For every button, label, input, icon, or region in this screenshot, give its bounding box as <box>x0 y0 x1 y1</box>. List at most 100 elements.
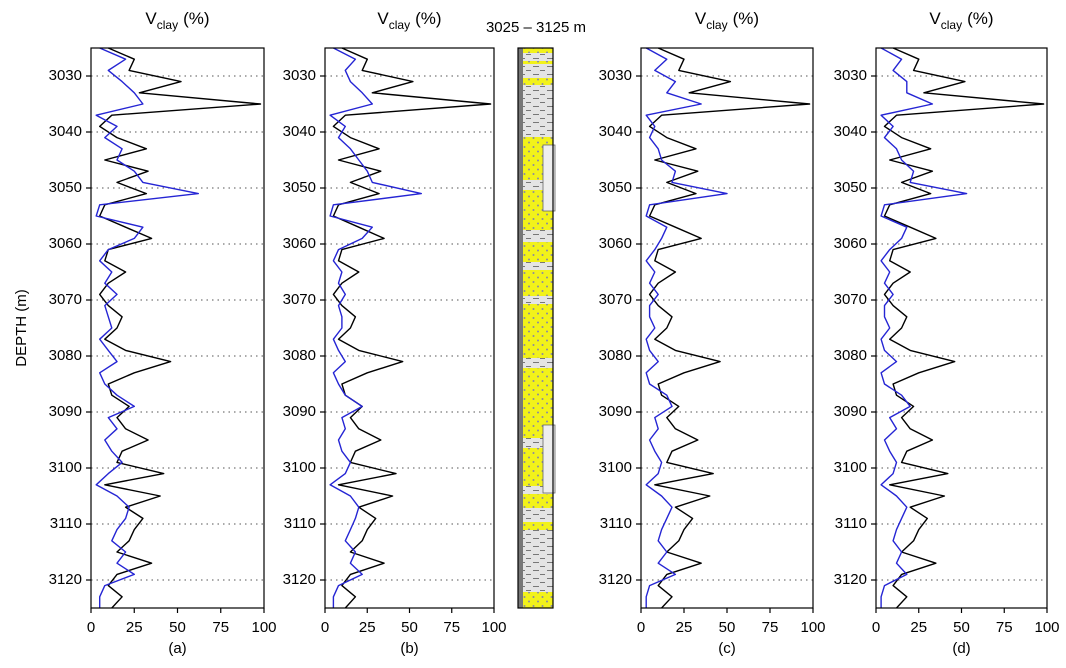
panel-label: (c) <box>718 640 736 657</box>
y-tick-label: 3050 <box>283 179 316 196</box>
y-tick-label: 3070 <box>599 291 632 308</box>
y-tick-label: 3070 <box>49 291 82 308</box>
panel-title: Vclay (%) <box>929 9 993 32</box>
y-tick-label: 3080 <box>283 347 316 364</box>
vclay-curve <box>880 47 968 608</box>
y-tick-label: 3060 <box>283 235 316 252</box>
vclay-curve <box>645 47 728 608</box>
y-tick-label: 3050 <box>599 179 632 196</box>
title-unit: (%) <box>183 9 209 28</box>
vclay-curve <box>648 47 811 609</box>
y-tick-label: 3080 <box>834 347 867 364</box>
y-tick-label: 3100 <box>834 459 867 476</box>
vclay-curve <box>883 47 1045 609</box>
plot-frame <box>90 47 265 609</box>
x-tick-label: 25 <box>910 619 927 636</box>
y-tick-label: 3040 <box>599 123 632 140</box>
x-tick-label: 50 <box>953 619 970 636</box>
vclay-curve <box>332 47 492 609</box>
y-tick-label: 3080 <box>49 347 82 364</box>
x-tick-label: 100 <box>800 619 825 636</box>
y-tick-label: 3060 <box>49 235 82 252</box>
y-tick-label: 3030 <box>283 67 316 84</box>
y-tick-label: 3080 <box>599 347 632 364</box>
log-panel: Vclay (%) 3030 3040 3050 3060 3070 3080 3090 3100… <box>834 9 1060 656</box>
panel-label: (b) <box>400 640 418 657</box>
y-tick-label: 3040 <box>49 123 82 140</box>
title-sub: clay <box>941 18 962 32</box>
y-tick-label: 3110 <box>50 515 82 532</box>
y-tick-label: 3110 <box>600 515 632 532</box>
log-panel: Vclay (%) 3030 3040 3050 3060 3070 3080 3090 3100… <box>13 9 277 656</box>
x-tick-label: 25 <box>126 619 143 636</box>
y-tick-label: 3120 <box>599 571 632 588</box>
y-tick-label: 3120 <box>283 571 316 588</box>
title-main: V <box>145 9 157 28</box>
title-sub: clay <box>157 18 178 32</box>
y-tick-label: 3100 <box>283 459 316 476</box>
lithology-title: 3025 – 3125 m <box>486 19 586 36</box>
y-tick-label: 3040 <box>834 123 867 140</box>
title-main: V <box>929 9 941 28</box>
panel-title: Vclay (%) <box>695 9 759 32</box>
x-tick-label: 75 <box>212 619 229 636</box>
vclay-curve <box>99 47 262 609</box>
y-tick-label: 3120 <box>834 571 867 588</box>
lithology-column: 3025 – 3125 m <box>486 19 586 609</box>
title-unit: (%) <box>967 9 993 28</box>
y-tick-label: 3090 <box>834 403 867 420</box>
y-tick-label: 3050 <box>49 179 82 196</box>
title-unit: (%) <box>415 9 441 28</box>
plot-frame <box>875 47 1048 609</box>
y-tick-label: 3100 <box>599 459 632 476</box>
title-unit: (%) <box>733 9 759 28</box>
y-tick-label: 3070 <box>283 291 316 308</box>
x-tick-label: 75 <box>762 619 779 636</box>
y-tick-label: 3110 <box>284 515 316 532</box>
x-tick-label: 100 <box>1034 619 1059 636</box>
panel-label: (a) <box>168 640 186 657</box>
x-tick-label: 0 <box>87 619 95 636</box>
y-tick-label: 3070 <box>834 291 867 308</box>
log-panel: Vclay (%) 3030 3040 3050 3060 3070 3080 3090 3100… <box>599 9 826 656</box>
y-tick-label: 3040 <box>283 123 316 140</box>
x-tick-label: 25 <box>359 619 376 636</box>
y-tick-label: 3090 <box>283 403 316 420</box>
panel-label: (d) <box>952 640 970 657</box>
x-tick-label: 25 <box>676 619 693 636</box>
y-tick-label: 3110 <box>835 515 867 532</box>
y-tick-label: 3030 <box>49 67 82 84</box>
x-tick-label: 0 <box>637 619 645 636</box>
y-tick-label: 3120 <box>49 571 82 588</box>
title-main: V <box>695 9 707 28</box>
x-tick-label: 50 <box>401 619 418 636</box>
y-axis-label: DEPTH (m) <box>13 289 30 367</box>
plot-frame <box>640 47 814 609</box>
vclay-curve <box>95 47 199 608</box>
log-panel: Vclay (%) 3030 3040 3050 3060 3070 3080 3090 3100… <box>283 9 507 656</box>
title-main: V <box>377 9 389 28</box>
x-tick-label: 50 <box>719 619 736 636</box>
vclay-curve <box>329 47 422 608</box>
x-tick-label: 50 <box>169 619 186 636</box>
x-tick-label: 75 <box>443 619 460 636</box>
title-sub: clay <box>389 18 410 32</box>
x-tick-label: 0 <box>872 619 880 636</box>
x-tick-label: 0 <box>321 619 329 636</box>
plot-frame <box>324 47 495 609</box>
panel-title: Vclay (%) <box>377 9 441 32</box>
x-tick-label: 100 <box>481 619 506 636</box>
y-tick-label: 3090 <box>49 403 82 420</box>
x-tick-label: 75 <box>996 619 1013 636</box>
y-tick-label: 3100 <box>49 459 82 476</box>
y-tick-label: 3050 <box>834 179 867 196</box>
y-tick-label: 3090 <box>599 403 632 420</box>
y-tick-label: 3030 <box>834 67 867 84</box>
title-sub: clay <box>706 18 727 32</box>
y-tick-label: 3060 <box>834 235 867 252</box>
y-tick-label: 3060 <box>599 235 632 252</box>
y-tick-label: 3030 <box>599 67 632 84</box>
panel-title: Vclay (%) <box>145 9 209 32</box>
x-tick-label: 100 <box>251 619 276 636</box>
